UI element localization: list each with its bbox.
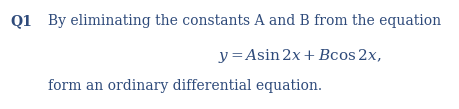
Text: form an ordinary differential equation.: form an ordinary differential equation. [48,79,321,93]
Text: Q1: Q1 [10,14,32,28]
Text: By eliminating the constants A and B from the equation: By eliminating the constants A and B fro… [48,14,440,28]
Text: $y = A\sin 2x + B\cos 2x,$: $y = A\sin 2x + B\cos 2x,$ [218,47,381,65]
